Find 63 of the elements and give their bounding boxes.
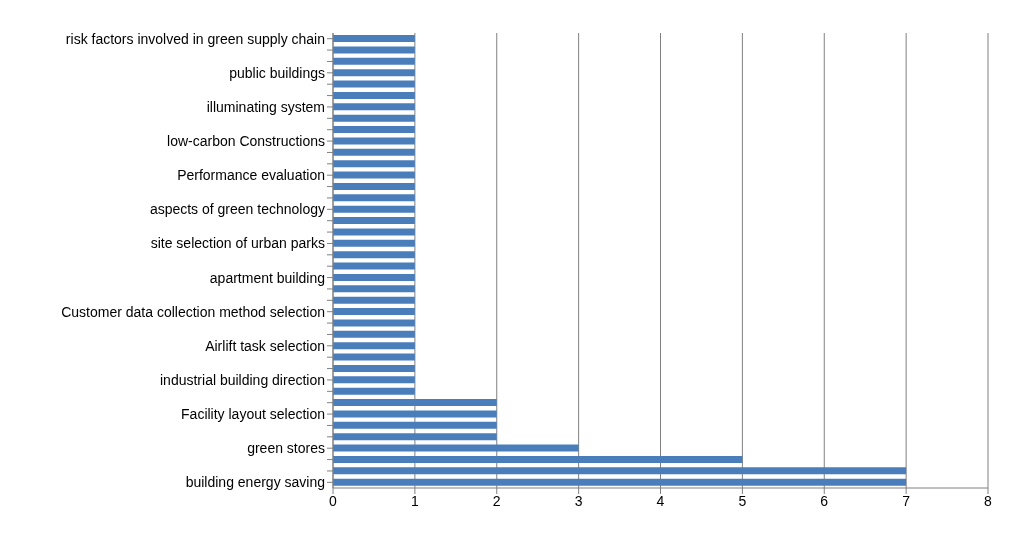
bar [333, 399, 497, 406]
bar [333, 80, 415, 88]
bar [333, 273, 415, 281]
x-tick-label: 8 [984, 492, 993, 509]
bar [333, 57, 415, 65]
x-tick-label: 2 [492, 492, 501, 509]
bar [333, 364, 415, 372]
bar [333, 478, 907, 486]
bar [333, 160, 415, 168]
bar [333, 137, 415, 145]
bar [333, 194, 415, 202]
bar [333, 410, 497, 418]
x-tick-label: 4 [656, 492, 665, 509]
y-tick-label: illuminating system [206, 98, 325, 115]
bar [333, 308, 415, 315]
y-tick-label: Airlift task selection [205, 337, 325, 354]
y-tick-label: Facility layout selection [181, 406, 325, 423]
bar [333, 319, 415, 327]
y-tick-label: Customer data collection method selection [61, 303, 325, 320]
bar [333, 126, 415, 133]
y-tick-label: aspects of green technology [149, 201, 325, 218]
bar [333, 353, 415, 361]
y-tick-label: green stores [247, 440, 325, 457]
bar [333, 387, 415, 395]
bar [333, 69, 415, 77]
bar [333, 262, 415, 270]
bar [333, 376, 415, 384]
y-tick-label: Performance evaluation [177, 167, 325, 184]
bar [333, 171, 415, 179]
y-tick-label: public buildings [229, 64, 325, 81]
bar [333, 433, 497, 441]
x-tick-label: 5 [738, 492, 747, 509]
y-tick-label: low-carbon Constructions [167, 133, 325, 150]
x-tick-label: 1 [410, 492, 419, 509]
bar [333, 342, 415, 350]
bar [333, 205, 415, 213]
x-tick-label: 3 [574, 492, 583, 509]
y-tick-label: apartment building [209, 269, 325, 286]
bar [333, 35, 415, 42]
bar [333, 285, 415, 293]
bar [333, 467, 907, 475]
bar [333, 217, 415, 224]
bar [333, 251, 415, 259]
x-tick-label: 0 [329, 492, 338, 509]
x-tick-label: 7 [902, 492, 911, 509]
y-tick-label: site selection of urban parks [150, 235, 325, 252]
x-tick-label: 6 [820, 492, 829, 509]
y-tick-label: risk factors involved in green supply chain [65, 30, 325, 47]
bar [333, 455, 743, 463]
bar [333, 421, 497, 429]
y-tick-label: building energy saving [185, 474, 325, 491]
bar [333, 114, 415, 122]
bar [333, 91, 415, 99]
bar [333, 148, 415, 156]
bar [333, 296, 415, 304]
bar [333, 46, 415, 54]
bar [333, 103, 415, 111]
bar [333, 239, 415, 247]
bar [333, 182, 415, 190]
bar [333, 330, 415, 338]
bar [333, 444, 579, 452]
y-tick-label: industrial building direction [160, 371, 325, 388]
bar [333, 228, 415, 236]
